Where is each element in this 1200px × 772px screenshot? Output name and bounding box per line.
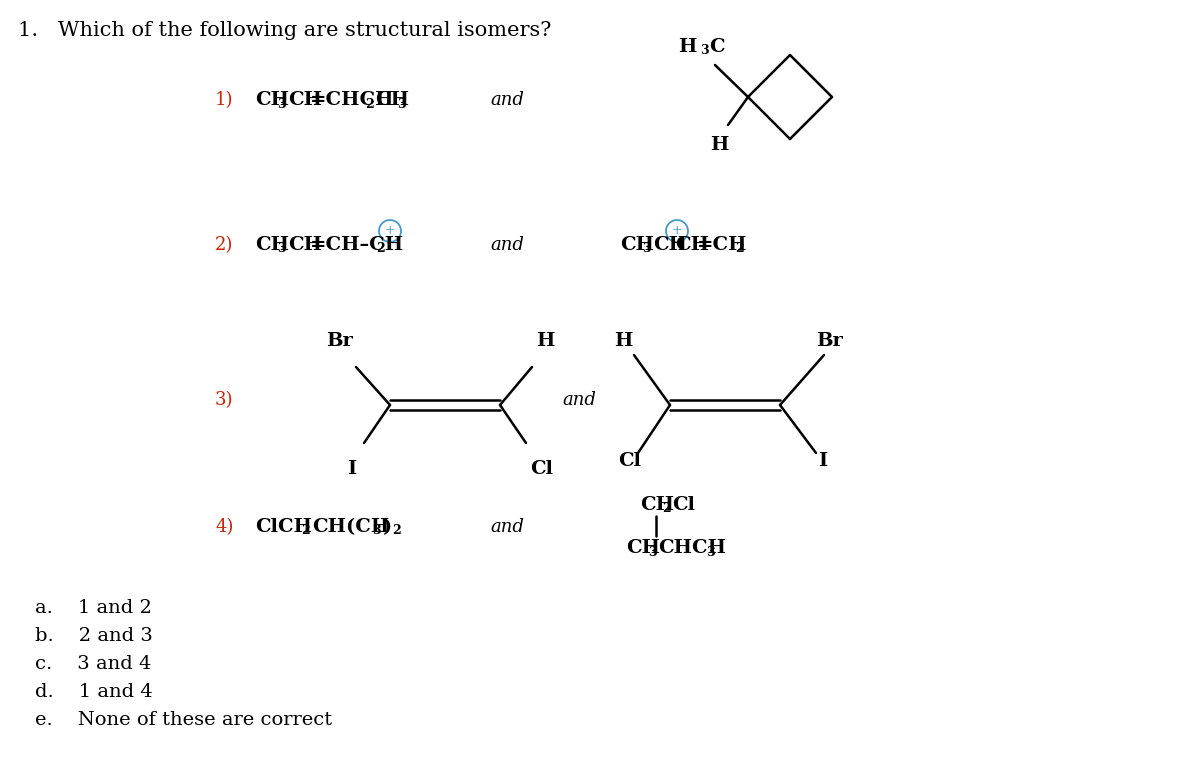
Text: CH: CH: [626, 539, 660, 557]
Text: Br: Br: [326, 332, 353, 350]
Text: CH: CH: [256, 91, 289, 109]
Text: I: I: [818, 452, 827, 470]
Text: 4): 4): [215, 518, 233, 536]
Text: 1.   Which of the following are structural isomers?: 1. Which of the following are structural…: [18, 21, 551, 39]
Text: b.    2 and 3: b. 2 and 3: [35, 627, 152, 645]
Text: CH: CH: [674, 236, 709, 254]
Text: CH: CH: [288, 91, 322, 109]
Text: CH: CH: [640, 496, 674, 514]
Text: CH: CH: [256, 236, 289, 254]
Text: Cl: Cl: [530, 460, 553, 478]
Text: 2: 2: [365, 97, 373, 110]
Text: Cl: Cl: [672, 496, 695, 514]
Text: =CH: =CH: [697, 236, 748, 254]
Text: CH: CH: [620, 236, 654, 254]
Text: 2: 2: [392, 524, 401, 537]
Text: I: I: [347, 460, 356, 478]
Text: 3: 3: [642, 242, 650, 256]
Text: H: H: [536, 332, 554, 350]
Text: H: H: [614, 332, 632, 350]
Text: c.    3 and 4: c. 3 and 4: [35, 655, 151, 673]
Text: 3: 3: [277, 97, 286, 110]
Text: +: +: [672, 225, 683, 238]
Text: and: and: [490, 91, 524, 109]
Text: Cl: Cl: [618, 452, 641, 470]
Text: H: H: [678, 38, 696, 56]
Text: C: C: [709, 38, 725, 56]
Text: 3: 3: [648, 546, 656, 558]
Text: and: and: [490, 236, 524, 254]
Text: CH: CH: [653, 236, 686, 254]
Text: 3: 3: [700, 45, 709, 57]
Text: 3: 3: [277, 242, 286, 256]
Text: =CH–CH: =CH–CH: [310, 236, 404, 254]
Text: 3: 3: [397, 97, 406, 110]
Text: and: and: [490, 518, 524, 536]
Text: 2: 2: [734, 242, 744, 256]
Text: 2: 2: [301, 524, 310, 537]
Text: d.    1 and 4: d. 1 and 4: [35, 683, 152, 701]
Text: +: +: [385, 225, 395, 238]
Text: and: and: [562, 391, 596, 409]
Text: CH: CH: [374, 91, 409, 109]
Text: 2: 2: [376, 242, 385, 256]
Text: Br: Br: [816, 332, 842, 350]
Text: CH: CH: [288, 236, 322, 254]
Text: =CHCH: =CHCH: [310, 91, 395, 109]
Text: 1): 1): [215, 91, 234, 109]
Text: 2: 2: [662, 503, 671, 516]
Text: ): ): [382, 518, 391, 536]
Text: ClCH: ClCH: [256, 518, 312, 536]
Text: CHCH: CHCH: [658, 539, 726, 557]
Text: 3): 3): [215, 391, 234, 409]
Text: H: H: [710, 136, 728, 154]
Text: a.    1 and 2: a. 1 and 2: [35, 599, 152, 617]
Text: e.    None of these are correct: e. None of these are correct: [35, 711, 332, 729]
Text: 3: 3: [372, 524, 380, 537]
Text: 2): 2): [215, 236, 233, 254]
Text: 3: 3: [706, 546, 715, 558]
Text: CH(CH: CH(CH: [312, 518, 389, 536]
